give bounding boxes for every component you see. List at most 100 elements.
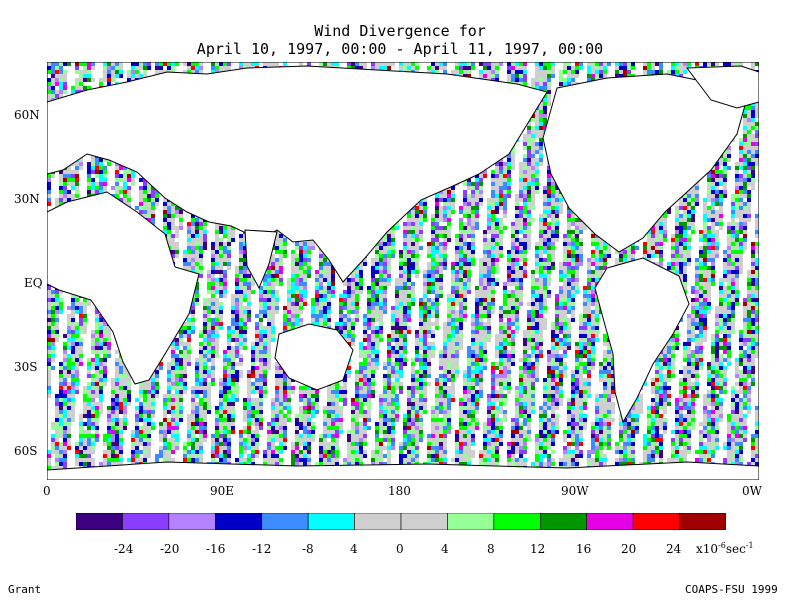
data-cell [579, 62, 583, 66]
data-cell [683, 62, 687, 66]
data-cell [691, 198, 695, 202]
data-cell [59, 82, 63, 86]
data-cell [139, 74, 143, 78]
data-cell [387, 66, 391, 70]
data-cell [539, 154, 543, 158]
data-cell [507, 182, 511, 186]
data-cell [59, 198, 63, 202]
data-cell [747, 214, 751, 218]
data-cell [99, 186, 103, 190]
data-cell [183, 62, 187, 66]
data-cell [559, 194, 563, 198]
data-cell [615, 74, 619, 78]
data-cell [651, 62, 655, 66]
data-cell [491, 62, 495, 66]
data-cell [75, 178, 79, 182]
data-cell [463, 202, 467, 206]
data-cell [719, 174, 723, 178]
data-cell [587, 78, 591, 82]
data-cell [335, 62, 339, 66]
data-cell [519, 210, 523, 214]
data-cell [351, 66, 355, 70]
data-cell [735, 194, 739, 198]
data-cell [467, 218, 471, 222]
data-cell [419, 214, 423, 218]
data-cell [411, 214, 415, 218]
data-cell [707, 178, 711, 182]
data-cell [191, 218, 195, 222]
data-cell [91, 182, 95, 186]
data-cell [507, 66, 511, 70]
data-cell [707, 62, 711, 66]
data-cell [463, 194, 467, 198]
data-cell [531, 198, 535, 202]
data-cell [119, 174, 123, 178]
data-cell [371, 62, 375, 66]
data-cell [407, 66, 411, 70]
data-cell [619, 74, 623, 78]
data-cell [535, 78, 539, 82]
data-cell [707, 198, 711, 202]
data-cell [547, 78, 551, 82]
data-cell [91, 78, 95, 82]
data-cell [107, 62, 111, 66]
data-cell [623, 74, 627, 78]
data-cell [51, 70, 55, 74]
data-cell [67, 182, 71, 186]
data-cell [47, 174, 51, 178]
data-cell [415, 218, 419, 222]
data-cell [527, 186, 531, 190]
data-cell [519, 62, 523, 66]
data-cell [603, 70, 607, 74]
data-cell [599, 62, 603, 66]
data-cell [567, 70, 571, 74]
data-cell [539, 142, 543, 146]
data-cell [531, 194, 535, 198]
data-cell [739, 214, 743, 218]
data-cell [423, 214, 427, 218]
data-cell [87, 170, 91, 174]
data-cell [439, 206, 443, 210]
data-cell [463, 70, 467, 74]
data-cell [131, 170, 135, 174]
data-cell [403, 62, 407, 66]
data-cell [355, 62, 359, 66]
data-cell [83, 66, 87, 70]
data-cell [55, 78, 59, 82]
data-cell [47, 66, 51, 70]
data-cell [535, 74, 539, 78]
data-cell [475, 178, 479, 182]
data-cell [427, 66, 431, 70]
data-cell [163, 210, 167, 214]
data-cell [579, 66, 583, 70]
data-cell [547, 90, 551, 94]
data-cell [739, 206, 743, 210]
data-cell [159, 66, 163, 70]
data-cell [127, 174, 131, 178]
data-cell [111, 70, 115, 74]
data-cell [715, 174, 719, 178]
data-cell [547, 166, 551, 170]
data-cell [547, 86, 551, 90]
data-cell [715, 210, 719, 214]
data-cell [691, 210, 695, 214]
data-cell [151, 194, 155, 198]
data-cell [103, 170, 107, 174]
data-cell [67, 190, 71, 194]
data-cell [251, 62, 255, 66]
data-cell [499, 158, 503, 162]
data-cell [51, 86, 55, 90]
data-cell [155, 194, 159, 198]
data-cell [527, 126, 531, 130]
data-cell [59, 66, 63, 70]
data-cell [519, 174, 523, 178]
data-cell [411, 66, 415, 70]
data-cell [195, 218, 199, 222]
data-cell [123, 166, 127, 170]
data-cell [171, 214, 175, 218]
data-cell [119, 66, 123, 70]
data-cell [531, 218, 535, 222]
data-cell [127, 198, 131, 202]
data-cell [507, 158, 511, 162]
data-cell [375, 66, 379, 70]
